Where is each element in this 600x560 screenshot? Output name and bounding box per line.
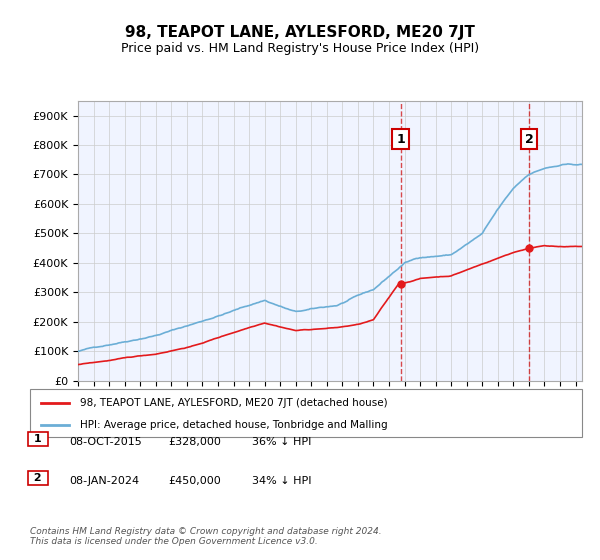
Text: £450,000: £450,000 bbox=[168, 476, 221, 486]
Text: 98, TEAPOT LANE, AYLESFORD, ME20 7JT: 98, TEAPOT LANE, AYLESFORD, ME20 7JT bbox=[125, 25, 475, 40]
Text: Contains HM Land Registry data © Crown copyright and database right 2024.
This d: Contains HM Land Registry data © Crown c… bbox=[30, 526, 382, 546]
Text: 08-OCT-2015: 08-OCT-2015 bbox=[69, 437, 142, 447]
Text: 1: 1 bbox=[396, 133, 405, 146]
Text: 36% ↓ HPI: 36% ↓ HPI bbox=[252, 437, 311, 447]
Text: £328,000: £328,000 bbox=[168, 437, 221, 447]
Text: 08-JAN-2024: 08-JAN-2024 bbox=[69, 476, 139, 486]
Text: 34% ↓ HPI: 34% ↓ HPI bbox=[252, 476, 311, 486]
Text: 98, TEAPOT LANE, AYLESFORD, ME20 7JT (detached house): 98, TEAPOT LANE, AYLESFORD, ME20 7JT (de… bbox=[80, 398, 388, 408]
Text: 2: 2 bbox=[30, 473, 46, 483]
Text: HPI: Average price, detached house, Tonbridge and Malling: HPI: Average price, detached house, Tonb… bbox=[80, 420, 388, 430]
Text: Price paid vs. HM Land Registry's House Price Index (HPI): Price paid vs. HM Land Registry's House … bbox=[121, 42, 479, 55]
FancyBboxPatch shape bbox=[30, 389, 582, 437]
Text: 2: 2 bbox=[524, 133, 533, 146]
Text: 1: 1 bbox=[30, 434, 46, 444]
